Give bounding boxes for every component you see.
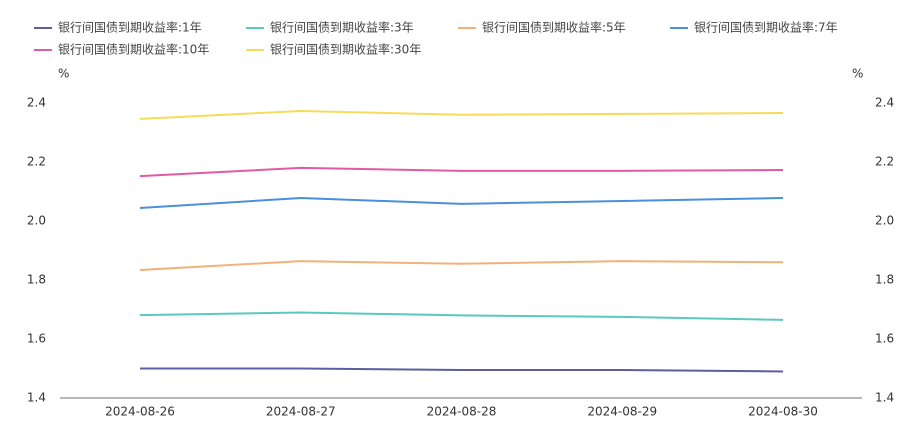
y-tick-label: 2.2 [27, 155, 46, 169]
series-line [139, 311, 784, 321]
y2-tick-label: 1.8 [875, 273, 894, 287]
legend-item: 银行间国债到期收益率:1年 [34, 20, 202, 35]
y-tick-label: 2.4 [27, 96, 46, 110]
series-line [139, 109, 784, 120]
y2-tick-label: 2.0 [875, 214, 894, 228]
series-line [140, 367, 784, 373]
series-line [139, 166, 784, 178]
series-line [139, 196, 784, 210]
y2-tick-label: 1.6 [875, 332, 894, 346]
legend-label: 银行间国债到期收益率:3年 [270, 20, 414, 35]
y2-tick-label: 2.4 [875, 96, 894, 110]
x-tick-label: 2024-08-27 [266, 405, 336, 419]
legend-label: 银行间国债到期收益率:30年 [270, 42, 421, 57]
legend-label: 银行间国债到期收益率:5年 [482, 20, 626, 35]
y2-tick-label: 2.2 [875, 155, 894, 169]
x-tick-label: 2024-08-28 [427, 405, 497, 419]
y-tick-label: 1.4 [27, 391, 46, 405]
y2-tick-label: 1.4 [875, 391, 894, 405]
legend-label: 银行间国债到期收益率:1年 [58, 20, 202, 35]
y2-axis-label: % [852, 67, 863, 81]
legend-item: 银行间国债到期收益率:7年 [670, 20, 838, 35]
y-tick-label: 2.0 [27, 214, 46, 228]
x-tick-label: 2024-08-30 [748, 405, 818, 419]
legend-item: 银行间国债到期收益率:30年 [246, 42, 421, 57]
x-tick-label: 2024-08-26 [105, 405, 175, 419]
legend-item: 银行间国债到期收益率:5年 [458, 20, 626, 35]
y-axis-label: % [58, 67, 69, 81]
legend-item: 银行间国债到期收益率:10年 [34, 42, 209, 57]
x-tick-label: 2024-08-29 [587, 405, 657, 419]
series-line [139, 260, 784, 271]
y-tick-label: 1.8 [27, 273, 46, 287]
legend-label: 银行间国债到期收益率:7年 [694, 20, 838, 35]
y-tick-label: 1.6 [27, 332, 46, 346]
legend-item: 银行间国债到期收益率:3年 [246, 20, 414, 35]
legend-label: 银行间国债到期收益率:10年 [58, 42, 209, 57]
